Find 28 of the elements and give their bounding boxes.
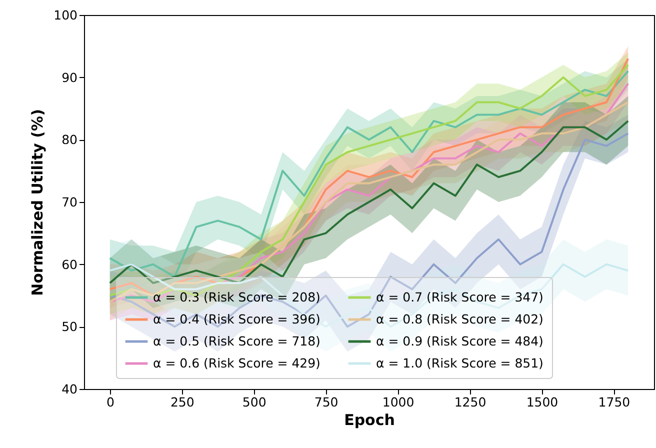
y-tick-label: 90 (62, 70, 78, 85)
line-series (108, 120, 630, 284)
x-tick-label: 0 (106, 394, 114, 410)
x-tick-label: 250 (170, 394, 194, 410)
line-series (108, 132, 630, 328)
x-tick-label: 500 (242, 394, 266, 410)
y-tick-label: 60 (62, 256, 78, 272)
line-series (108, 263, 630, 328)
x-tick-label: 1750 (598, 394, 630, 410)
x-tick-label: 750 (314, 394, 338, 410)
y-tick-label: 40 (62, 382, 78, 396)
legend-label: α = 0.8 (Risk Score = 402) (376, 312, 544, 326)
x-tick-label: 1250 (454, 394, 486, 410)
legend-label: α = 0.9 (Risk Score = 484) (376, 334, 544, 348)
legend-label: α = 0.6 (Risk Score = 429) (153, 356, 320, 370)
y-tick-label: 50 (62, 319, 78, 334)
y-tick-label: 80 (62, 132, 78, 148)
y-tick-label: 100 (54, 8, 78, 22)
legend-label: α = 1.0 (Risk Score = 851) (376, 356, 544, 370)
y-axis-title: Normalized Utility (%) (28, 109, 47, 296)
legend-label: α = 0.4 (Risk Score = 396) (153, 312, 320, 326)
x-tick-label: 1500 (526, 394, 558, 410)
legend-label: α = 0.3 (Risk Score = 208) (153, 290, 320, 304)
legend-label: α = 0.7 (Risk Score = 347) (376, 290, 544, 304)
x-tick-label: 1000 (382, 394, 414, 410)
legend-label: α = 0.5 (Risk Score = 718) (153, 334, 320, 348)
x-axis-title: Epoch (344, 411, 395, 429)
y-tick-label: 70 (62, 194, 78, 210)
